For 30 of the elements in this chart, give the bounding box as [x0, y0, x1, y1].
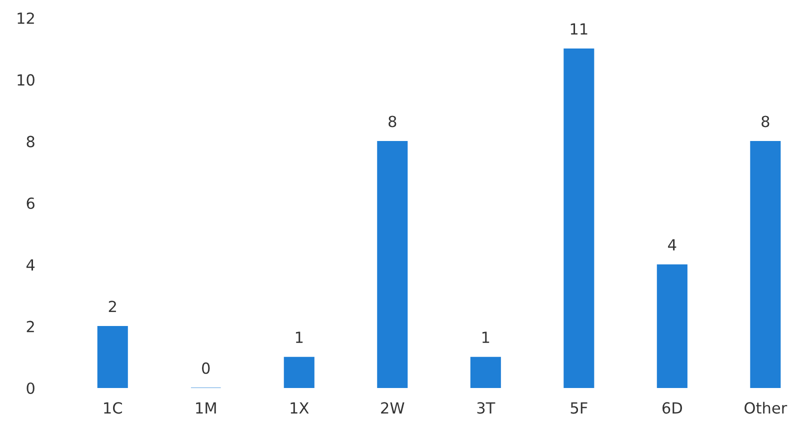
data-label: 1 — [482, 332, 490, 343]
y-tick-label: 8 — [26, 136, 34, 148]
x-tick-label: 1M — [196, 402, 216, 414]
bar — [564, 48, 594, 388]
x-tick-label: 5F — [570, 402, 588, 414]
x-tick-label: 6D — [662, 402, 682, 414]
bar — [750, 140, 781, 388]
bar — [470, 356, 501, 388]
x-tick-label: 3T — [477, 402, 496, 414]
data-label: 2 — [108, 300, 116, 312]
y-tick-label: 2 — [26, 320, 34, 332]
y-tick-label: 10 — [18, 74, 34, 86]
data-label: 8 — [388, 116, 396, 128]
bar — [284, 356, 314, 388]
y-tick-label: 0 — [26, 382, 34, 394]
x-tick-label: 1X — [290, 402, 309, 414]
x-tick-label: 2W — [381, 402, 404, 414]
y-tick-label: 12 — [18, 12, 34, 24]
data-label: 4 — [668, 239, 676, 250]
data-label: 0 — [202, 362, 210, 374]
data-label: 1 — [296, 332, 303, 343]
bar — [377, 140, 408, 388]
bar — [97, 326, 128, 388]
x-tick-label: Other — [744, 402, 788, 414]
bar — [656, 264, 688, 388]
data-label: 11 — [570, 23, 588, 35]
data-label: 8 — [762, 116, 770, 128]
y-tick-label: 6 — [26, 197, 34, 210]
x-tick-label: 1C — [104, 402, 122, 414]
y-tick-label: 4 — [26, 259, 35, 270]
